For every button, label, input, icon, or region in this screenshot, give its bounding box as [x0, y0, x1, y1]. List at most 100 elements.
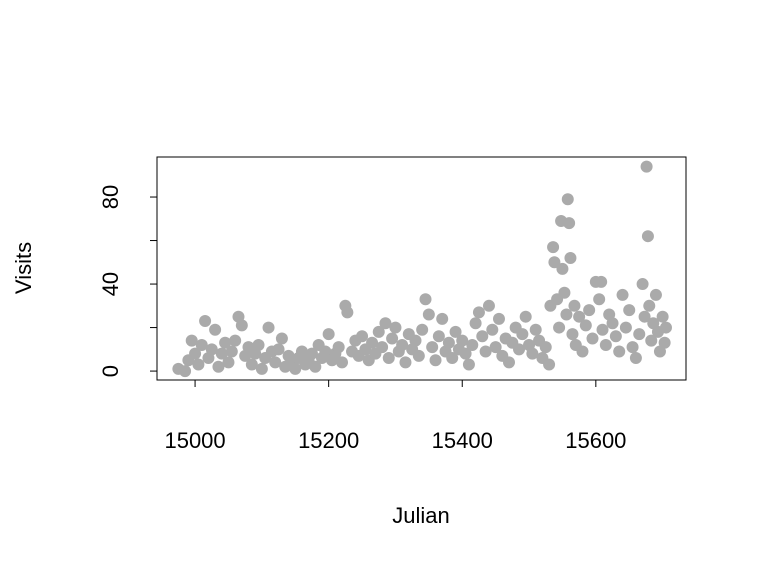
point	[563, 217, 576, 230]
point	[645, 334, 658, 347]
point	[649, 288, 662, 301]
point	[322, 328, 335, 341]
point	[486, 323, 499, 336]
point	[295, 345, 308, 358]
point	[269, 356, 282, 369]
point	[595, 275, 608, 288]
point	[272, 343, 285, 356]
point	[643, 299, 656, 312]
point	[586, 332, 599, 345]
point	[616, 288, 629, 301]
point	[245, 358, 258, 371]
point	[356, 330, 369, 343]
point	[336, 356, 349, 369]
point	[482, 299, 495, 312]
point	[502, 356, 515, 369]
point	[543, 358, 556, 371]
point	[305, 347, 318, 360]
point	[436, 312, 449, 325]
point	[472, 306, 485, 319]
point	[564, 251, 577, 264]
point	[656, 310, 669, 323]
x-axis-title: Julian	[392, 503, 449, 528]
point	[548, 256, 561, 269]
point	[579, 319, 592, 332]
point	[513, 343, 526, 356]
point	[459, 347, 472, 360]
point	[519, 310, 532, 323]
point	[659, 321, 672, 334]
point	[613, 345, 626, 358]
point	[372, 325, 385, 338]
point	[547, 241, 560, 254]
point	[199, 315, 212, 328]
point	[553, 321, 566, 334]
point	[432, 330, 445, 343]
x-tick-label: 15000	[164, 428, 225, 453]
point	[516, 328, 529, 341]
point	[222, 356, 235, 369]
point	[539, 341, 552, 354]
point	[568, 299, 581, 312]
point	[556, 262, 569, 275]
point	[422, 308, 435, 321]
point	[456, 334, 469, 347]
y-tick-label: 80	[98, 185, 123, 209]
point	[179, 365, 192, 378]
point	[341, 306, 354, 319]
y-axis-title: Visits	[11, 242, 36, 294]
point	[633, 328, 646, 341]
point	[658, 336, 671, 349]
point	[409, 334, 422, 347]
point	[560, 308, 573, 321]
point	[566, 328, 579, 341]
point	[466, 338, 479, 351]
point	[416, 323, 429, 336]
point	[389, 321, 402, 334]
point	[619, 321, 632, 334]
y-tick-label: 40	[98, 272, 123, 296]
point	[262, 321, 275, 334]
point	[526, 347, 539, 360]
point	[429, 354, 442, 367]
point	[606, 317, 619, 330]
point	[219, 336, 232, 349]
point	[332, 341, 345, 354]
x-tick-label: 15200	[298, 428, 359, 453]
point	[636, 278, 649, 291]
point	[255, 362, 268, 375]
point	[205, 343, 218, 356]
point	[442, 336, 455, 349]
point	[379, 317, 392, 330]
y-tick-label: 0	[98, 365, 123, 377]
point	[399, 356, 412, 369]
point	[583, 304, 596, 317]
point	[386, 332, 399, 345]
point	[573, 310, 586, 323]
x-tick-label: 15600	[565, 428, 626, 453]
point	[489, 341, 502, 354]
point	[426, 341, 439, 354]
point	[558, 286, 571, 299]
point	[419, 293, 432, 306]
point	[209, 323, 222, 336]
x-tick-label: 15400	[432, 428, 493, 453]
point	[623, 304, 636, 317]
point	[212, 360, 225, 373]
point	[626, 341, 639, 354]
point	[596, 323, 609, 336]
point	[396, 338, 409, 351]
point	[289, 362, 302, 375]
point	[275, 332, 288, 345]
point	[382, 352, 395, 365]
point	[229, 334, 242, 347]
point	[609, 330, 622, 343]
point	[576, 345, 589, 358]
point	[479, 345, 492, 358]
point	[192, 358, 205, 371]
point	[366, 336, 379, 349]
point	[189, 347, 202, 360]
point	[476, 330, 489, 343]
